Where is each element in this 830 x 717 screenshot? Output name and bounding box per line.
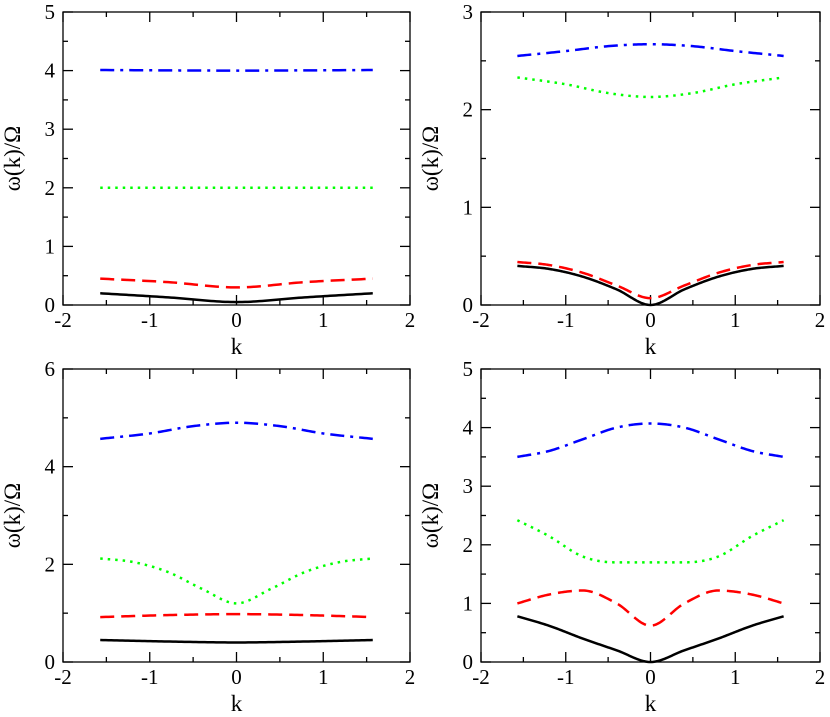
y-tick-label: 5 xyxy=(463,357,474,381)
x-tick-label: 1 xyxy=(730,308,741,332)
series-line-band-2 xyxy=(100,612,373,619)
x-axis-label: k xyxy=(231,334,243,359)
y-tick-label: 1 xyxy=(45,234,56,258)
x-tick-label: 1 xyxy=(318,665,329,689)
x-tick-label: 2 xyxy=(405,665,416,689)
x-axis-label: k xyxy=(231,691,243,716)
y-axis-label: ω(k)/Ω xyxy=(0,126,25,191)
y-tick-label: 3 xyxy=(45,117,56,141)
plot-frame xyxy=(62,368,411,663)
series-line-band-1 xyxy=(517,264,784,307)
x-tick-label: -2 xyxy=(472,665,490,689)
y-tick-label: 0 xyxy=(45,650,56,674)
chart-panel-top-left: -2 -1 0 1 2 0 1 2 3 4 5 k ω(k)/Ω xyxy=(0,0,415,359)
series-line-band-2 xyxy=(517,589,784,627)
x-tick-label: -2 xyxy=(54,665,72,689)
x-tick-label: 0 xyxy=(645,308,656,332)
chart-panel-bottom-left: -2 -1 0 1 2 0 2 4 6 k ω(k)/Ω xyxy=(0,357,415,716)
y-tick-label: 3 xyxy=(463,474,474,498)
y-tick-label: 1 xyxy=(463,195,474,219)
series-line-band-2 xyxy=(517,260,784,300)
y-tick-label: 5 xyxy=(45,0,56,24)
x-tick-label: 2 xyxy=(405,308,416,332)
series-line-band-2 xyxy=(100,277,373,289)
x-tick-label: 2 xyxy=(815,665,826,689)
y-tick-label: 4 xyxy=(45,455,56,479)
x-tick-label: -2 xyxy=(472,308,490,332)
y-tick-label: 2 xyxy=(45,176,56,200)
x-tick-label: -2 xyxy=(54,308,72,332)
y-tick-label: 0 xyxy=(463,293,474,317)
x-tick-label: 0 xyxy=(231,308,242,332)
x-tick-label: -1 xyxy=(141,308,159,332)
plot-frame xyxy=(62,11,411,306)
y-axis-label: ω(k)/Ω xyxy=(418,126,443,191)
y-axis-label: ω(k)/Ω xyxy=(0,483,25,548)
y-tick-label: 1 xyxy=(463,591,474,615)
series-line-band-4 xyxy=(100,421,373,441)
y-axis-label: ω(k)/Ω xyxy=(418,483,443,548)
x-axis-label: k xyxy=(645,334,657,359)
chart-panel-top-right: -2 -1 0 1 2 0 1 2 3 k ω(k)/Ω xyxy=(418,0,825,359)
x-tick-label: 1 xyxy=(318,308,329,332)
series-line-band-4 xyxy=(100,68,373,72)
y-tick-label: 3 xyxy=(463,0,474,24)
x-tick-label: -1 xyxy=(557,665,575,689)
plot-frame xyxy=(480,368,821,663)
y-tick-label: 0 xyxy=(45,293,56,317)
x-tick-label: -1 xyxy=(141,665,159,689)
y-tick-label: 2 xyxy=(463,98,474,122)
x-tick-label: -1 xyxy=(557,308,575,332)
y-tick-label: 6 xyxy=(45,357,56,381)
series-line-band-1 xyxy=(100,638,373,644)
y-tick-label: 2 xyxy=(45,552,56,576)
series-line-band-4 xyxy=(517,422,784,459)
x-tick-label: 0 xyxy=(645,665,656,689)
x-axis-label: k xyxy=(645,691,657,716)
series-line-band-1 xyxy=(100,292,373,304)
series-line-band-4 xyxy=(517,42,784,58)
series-line-band-3 xyxy=(516,519,785,564)
series-line-band-3 xyxy=(100,557,373,605)
y-tick-label: 2 xyxy=(463,533,474,557)
y-tick-label: 4 xyxy=(45,59,56,83)
series-line-band-1 xyxy=(517,615,784,664)
x-tick-label: 2 xyxy=(815,308,826,332)
x-tick-label: 0 xyxy=(231,665,242,689)
plot-frame xyxy=(480,11,821,306)
x-tick-label: 1 xyxy=(730,665,741,689)
series-line-band-3 xyxy=(517,76,784,99)
y-tick-label: 0 xyxy=(463,650,474,674)
y-tick-label: 4 xyxy=(463,416,474,440)
chart-panel-bottom-right: -2 -1 0 1 2 0 1 2 3 4 5 k ω(k)/Ω xyxy=(418,357,825,716)
